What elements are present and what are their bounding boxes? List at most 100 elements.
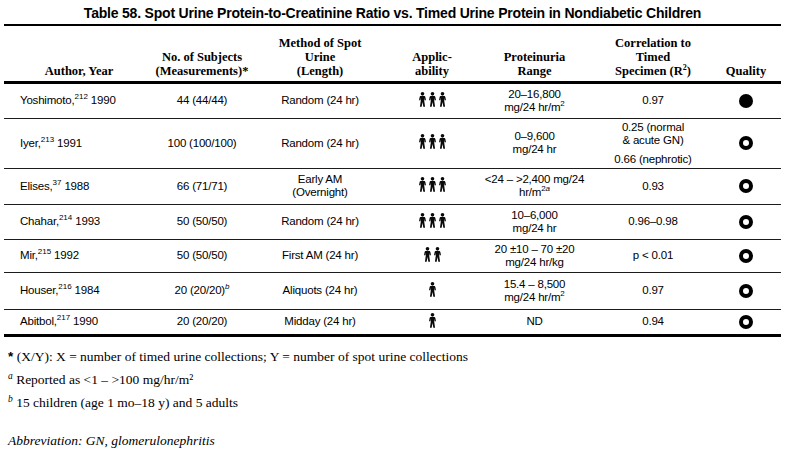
column-header-subjects: No. of Subjects(Measurements)* [154, 25, 250, 82]
table-header: Author, YearNo. of Subjects(Measurements… [4, 25, 781, 82]
cell-quality [711, 118, 781, 168]
person-icon [428, 213, 437, 228]
table-row: Chahar,214 199350 (50/50)Random (24 hr) 1… [4, 204, 781, 239]
cell-proteinuria-range: 20–16,800mg/24 hr/m2 [474, 82, 595, 118]
person-icon [423, 247, 432, 262]
cell-subjects: 50 (50/50) [154, 239, 250, 272]
cell-proteinuria-range: <24 – >2,400 mg/24hr/m2a [474, 168, 595, 204]
cell-quality [711, 239, 781, 272]
person-icon [418, 213, 427, 228]
person-icon [418, 134, 427, 149]
footnotes: * (X/Y): X = number of timed urine colle… [8, 348, 785, 449]
person-icon [438, 92, 447, 107]
column-header-method: Method of SpotUrine(Length) [250, 25, 390, 82]
cell-proteinuria-range: 10–6,000mg/24 hr [474, 204, 595, 239]
quality-open-circle-icon [739, 136, 753, 150]
table-row: Elises,37 198866 (71/71)Early AM(Overnig… [4, 168, 781, 204]
cell-correlation: p < 0.01 [595, 239, 711, 272]
cell-author-year: Chahar,214 1993 [4, 204, 154, 239]
cell-author-year: Iyer,213 1991 [4, 118, 154, 168]
person-icon [428, 313, 437, 328]
cell-quality [711, 168, 781, 204]
cell-method: Early AM(Overnight) [250, 168, 390, 204]
column-header-range: ProteinuriaRange [474, 25, 595, 82]
cell-author-year: Mir,215 1992 [4, 239, 154, 272]
cell-quality [711, 272, 781, 309]
column-header-author: Author, Year [4, 25, 154, 82]
quality-open-circle-icon [739, 284, 753, 298]
footnote-text: Abbreviation: GN, glomerulonephritis [8, 433, 215, 448]
cell-author-year: Houser,216 1984 [4, 272, 154, 309]
footnote-text: Reported as <1 – >100 mg/hr/m² [13, 372, 194, 387]
cell-applicability [390, 168, 474, 204]
applicability-rating [418, 177, 447, 192]
cell-applicability [390, 118, 474, 168]
person-icon [438, 177, 447, 192]
cell-correlation: 0.94 [595, 309, 711, 335]
cell-subjects: 66 (71/71) [154, 168, 250, 204]
cell-method: First AM (24 hr) [250, 239, 390, 272]
table-58: Author, YearNo. of Subjects(Measurements… [4, 24, 781, 337]
cell-applicability [390, 272, 474, 309]
table-title: Table 58. Spot Urine Protein-to-Creatini… [6, 5, 779, 21]
person-icon [428, 282, 437, 297]
cell-subjects: 50 (50/50) [154, 204, 250, 239]
cell-applicability [390, 204, 474, 239]
cell-subjects: 44 (44/44) [154, 82, 250, 118]
cell-method: Aliquots (24 hr) [250, 272, 390, 309]
cell-method: Random (24 hr) [250, 118, 390, 168]
cell-subjects: 20 (20/20)b [154, 272, 250, 309]
abbreviation-note: Abbreviation: GN, glomerulonephritis [8, 432, 785, 449]
table-row: Yoshimoto,212 199044 (44/44)Random (24 h… [4, 82, 781, 118]
person-icon [433, 247, 442, 262]
applicability-rating [418, 92, 447, 107]
person-icon [428, 177, 437, 192]
cell-proteinuria-range: 0–9,600mg/24 hr [474, 118, 595, 168]
footnote: a Reported as <1 – >100 mg/hr/m² [8, 371, 785, 388]
quality-open-circle-icon [739, 215, 753, 229]
quality-filled-circle-icon [739, 94, 753, 108]
cell-applicability [390, 82, 474, 118]
cell-method: Random (24 hr) [250, 82, 390, 118]
footnote-text: 15 children (age 1 mo–18 y) and 5 adults [13, 395, 238, 410]
cell-proteinuria-range: 15.4 – 8,500mg/24 hr/m2 [474, 272, 595, 309]
cell-method: Random (24 hr) [250, 204, 390, 239]
cell-author-year: Elises,37 1988 [4, 168, 154, 204]
cell-correlation: 0.97 [595, 82, 711, 118]
cell-quality [711, 309, 781, 335]
footnote: b 15 children (age 1 mo–18 y) and 5 adul… [8, 394, 785, 411]
column-header-applicability: Applic-ability [390, 25, 474, 82]
applicability-rating [428, 282, 437, 297]
cell-correlation: 0.97 [595, 272, 711, 309]
applicability-rating [418, 134, 447, 149]
cell-applicability [390, 239, 474, 272]
table-row: Iyer,213 1991100 (100/100)Random (24 hr)… [4, 118, 781, 168]
table-row: Abitbol,217 199020 (20/20)Midday (24 hr)… [4, 309, 781, 335]
person-icon [438, 213, 447, 228]
cell-quality [711, 204, 781, 239]
paper-page: Table 58. Spot Urine Protein-to-Creatini… [0, 0, 785, 450]
cell-subjects: 100 (100/100) [154, 118, 250, 168]
cell-correlation: 0.96–0.98 [595, 204, 711, 239]
cell-proteinuria-range: ND [474, 309, 595, 335]
quality-open-circle-icon [739, 179, 753, 193]
table-body: Yoshimoto,212 199044 (44/44)Random (24 h… [4, 82, 781, 335]
cell-author-year: Yoshimoto,212 1990 [4, 82, 154, 118]
cell-correlation: 0.25 (normal& acute GN)0.66 (nephrotic) [595, 118, 711, 168]
quality-open-circle-icon [739, 249, 753, 263]
cell-correlation: 0.93 [595, 168, 711, 204]
cell-method: Midday (24 hr) [250, 309, 390, 335]
cell-author-year: Abitbol,217 1990 [4, 309, 154, 335]
applicability-rating [423, 247, 442, 262]
applicability-rating [418, 213, 447, 228]
applicability-rating [428, 313, 437, 328]
cell-subjects: 20 (20/20) [154, 309, 250, 335]
person-icon [428, 92, 437, 107]
person-icon [418, 177, 427, 192]
table-row: Mir,215 199250 (50/50)First AM (24 hr) 20… [4, 239, 781, 272]
cell-proteinuria-range: 20 ±10 – 70 ±20mg/24 hr/kg [474, 239, 595, 272]
cell-applicability [390, 309, 474, 335]
person-icon [418, 92, 427, 107]
table-row: Houser,216 198420 (20/20)bAliquots (24 h… [4, 272, 781, 309]
column-header-correlation: Correlation toTimedSpecimen (R2) [595, 25, 711, 82]
